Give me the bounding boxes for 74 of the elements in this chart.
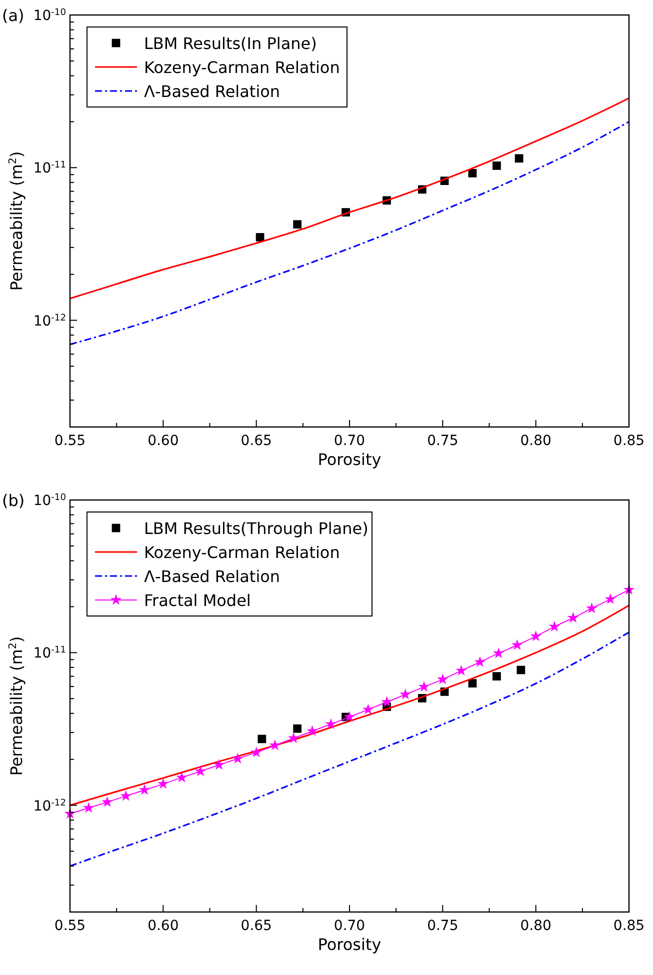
legend-label: LBM Results(In Plane) (144, 34, 317, 53)
x-tick-label: 0.70 (334, 918, 366, 934)
line-series (69, 631, 630, 867)
x-tick-label: 0.80 (520, 433, 552, 449)
point (250, 746, 262, 758)
point (344, 711, 356, 722)
point (456, 664, 467, 676)
point (293, 724, 302, 733)
legend-label: Λ-Based Relation (144, 82, 280, 101)
y-tick-label: 10$^{-11}$ (33, 646, 66, 662)
point (288, 732, 300, 744)
point (530, 630, 542, 642)
chart-title: (b) (2, 491, 25, 510)
y-tick-label: 10$^{-12}$ (33, 313, 66, 330)
point (516, 666, 526, 674)
point (381, 696, 392, 707)
x-tick-label: 0.65 (240, 918, 272, 934)
legend-label: Fractal Model (144, 591, 251, 610)
point (418, 680, 430, 692)
point (474, 656, 486, 667)
point (492, 672, 501, 680)
point (258, 734, 266, 744)
point (306, 725, 318, 736)
x-tick-label: 0.55 (54, 433, 86, 449)
point (400, 688, 412, 700)
legend-label: LBM Results(Through Plane) (144, 519, 368, 538)
x-tick-label: 0.85 (613, 433, 645, 449)
point (138, 784, 150, 795)
point (512, 639, 523, 650)
x-tick-label: 0.75 (427, 918, 458, 934)
x-tick-label: 0.70 (334, 433, 366, 449)
line-series (69, 97, 630, 300)
x-tick-label: 0.75 (427, 433, 458, 449)
line-series (69, 120, 630, 346)
point (232, 752, 244, 764)
chart-title: (a) (2, 6, 24, 25)
point (102, 796, 113, 807)
x-axis-title: Porosity (318, 450, 382, 469)
point (194, 765, 206, 776)
y-tick-label: 10$^{-10}$ (33, 493, 66, 509)
x-tick-label: 0.55 (54, 918, 86, 934)
x-tick-label: 0.80 (520, 918, 552, 934)
point (256, 233, 264, 242)
point (436, 673, 448, 684)
point (492, 162, 501, 170)
point (604, 593, 616, 604)
point (548, 620, 560, 632)
point (325, 718, 337, 729)
x-tick-label: 0.65 (240, 433, 272, 449)
point (269, 739, 281, 750)
x-tick-label: 0.60 (148, 918, 179, 934)
point (157, 778, 169, 789)
point (468, 679, 477, 688)
line-series (69, 604, 630, 806)
legend-label: Kozeny-Carman Relation (144, 58, 340, 77)
y-tick-label: 10$^{-10}$ (33, 8, 66, 24)
x-axis-title: Porosity (318, 935, 382, 954)
point (176, 772, 188, 782)
point (492, 647, 504, 658)
legend-label: Kozeny-Carman Relation (144, 543, 340, 562)
point (362, 704, 374, 714)
y-tick-label: 10$^{-12}$ (33, 798, 66, 814)
legend-label: Λ-Based Relation (144, 567, 280, 586)
point (293, 220, 302, 229)
point (213, 758, 225, 770)
point (82, 802, 94, 813)
y-tick-label: 10$^{-11}$ (33, 160, 66, 177)
point (468, 168, 477, 178)
point (567, 612, 579, 623)
point (586, 602, 598, 614)
x-tick-label: 0.60 (148, 433, 179, 449)
point (120, 790, 132, 801)
x-tick-label: 0.85 (613, 918, 645, 934)
point (514, 154, 524, 163)
